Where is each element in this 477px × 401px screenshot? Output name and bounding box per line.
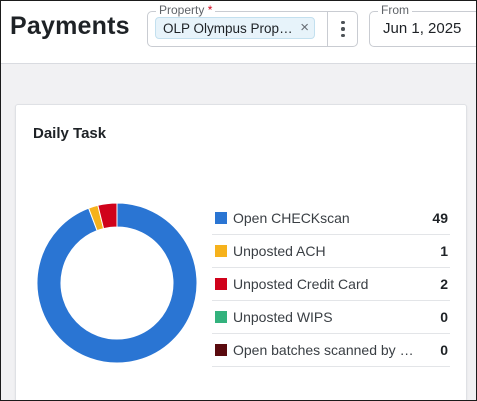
legend-swatch [215, 311, 227, 323]
legend-item[interactable]: Open CHECKscan 49 [212, 202, 450, 235]
property-chip-label: OLP Olympus Proper... [163, 21, 293, 36]
kebab-vertical-icon [341, 20, 345, 38]
donut-slice-2[interactable] [97, 203, 118, 230]
card-title: Daily Task [33, 125, 107, 142]
property-chip[interactable]: OLP Olympus Proper... × [155, 17, 315, 39]
legend-swatch [215, 278, 227, 290]
close-icon[interactable]: × [300, 19, 309, 36]
legend-swatch [215, 344, 227, 356]
daily-task-card: Daily Task Open CHECKscan 49 Unposted ACH 1… [15, 104, 467, 400]
legend-value: 0 [440, 309, 448, 325]
legend-value: 49 [432, 210, 448, 226]
legend-item[interactable]: Open batches scanned by Mobil... 0 [212, 334, 450, 367]
legend-label: Unposted WIPS [233, 309, 333, 325]
legend-item[interactable]: Unposted WIPS 0 [212, 301, 450, 334]
required-mark: * [207, 3, 213, 17]
legend-swatch [215, 212, 227, 224]
chart-legend: Open CHECKscan 49 Unposted ACH 1 Unposted Cr… [212, 202, 450, 367]
page-header: Payments Property * OLP Olympus Proper..… [1, 1, 476, 64]
legend-label: Open batches scanned by Mobil... [233, 342, 417, 358]
legend-value: 1 [440, 243, 448, 259]
legend-item[interactable]: Unposted Credit Card 2 [212, 268, 450, 301]
legend-item[interactable]: Unposted ACH 1 [212, 235, 450, 268]
from-date-value: Jun 1, 2025 [383, 20, 462, 37]
property-field[interactable]: Property * OLP Olympus Proper... × [147, 3, 358, 47]
legend-value: 0 [440, 342, 448, 358]
donut-slice-0[interactable] [37, 203, 197, 363]
from-field-label: From [378, 3, 412, 17]
legend-label: Open CHECKscan [233, 210, 350, 226]
more-options-button[interactable] [327, 12, 358, 46]
legend-label: Unposted ACH [233, 243, 326, 259]
donut-chart [37, 203, 197, 363]
property-field-label: Property * [156, 3, 216, 17]
legend-swatch [215, 245, 227, 257]
from-date-field[interactable]: From Jun 1, 2025 [369, 3, 476, 47]
page-title: Payments [10, 12, 130, 40]
legend-value: 2 [440, 276, 448, 292]
legend-label: Unposted Credit Card [233, 276, 369, 292]
